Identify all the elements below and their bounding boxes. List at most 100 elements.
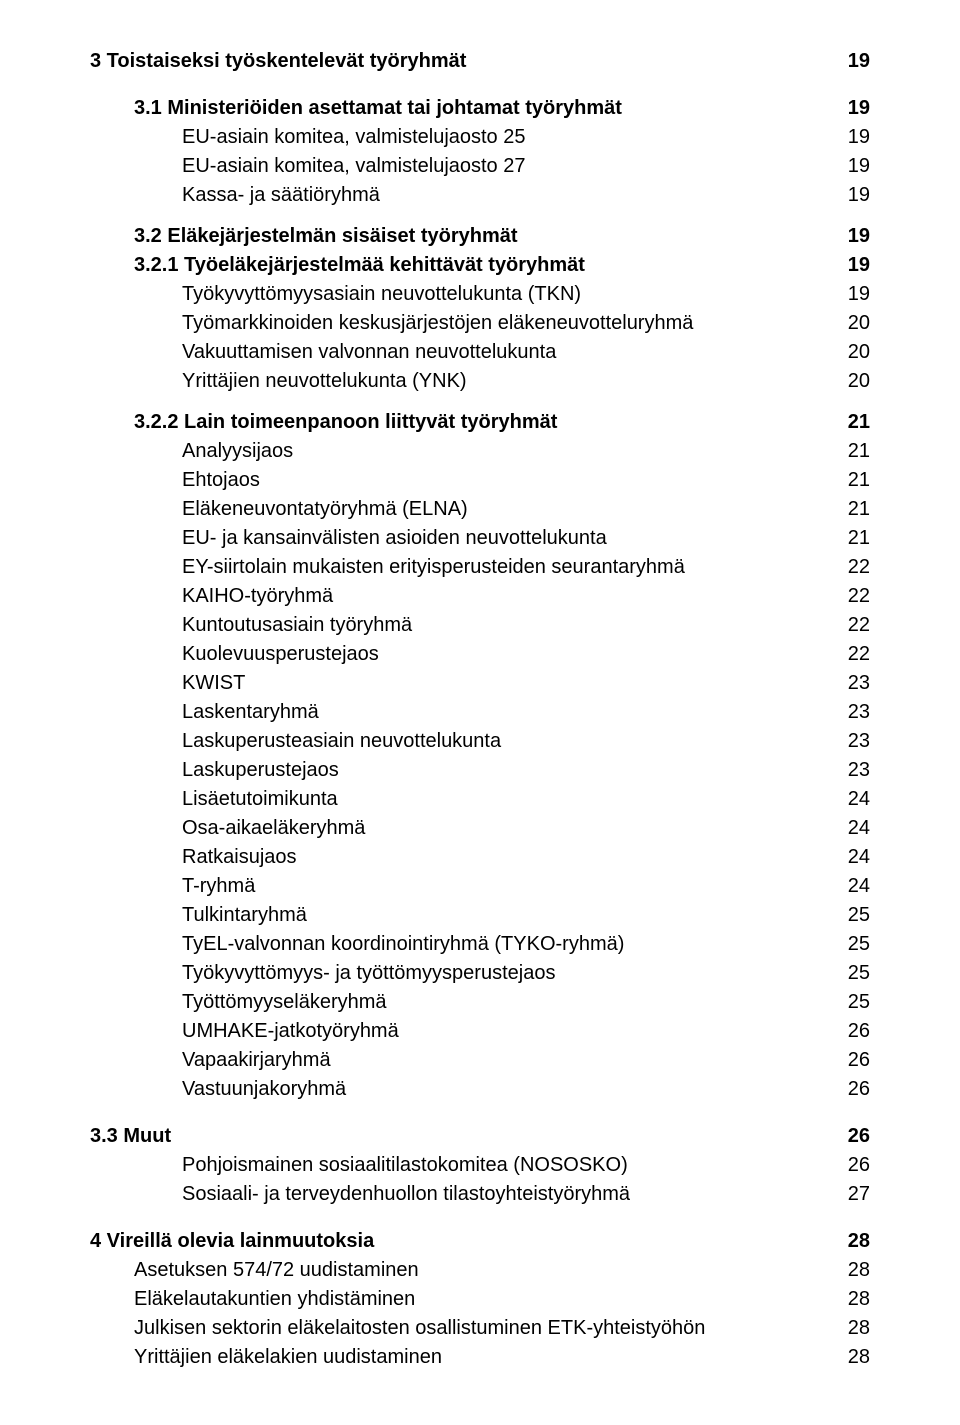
spacer — [90, 399, 870, 411]
toc-page-number: 28 — [848, 1230, 870, 1253]
toc-page-number: 19 — [848, 50, 870, 73]
toc-entry: Asetuksen 574/72 uudistaminen 28 — [134, 1259, 870, 1282]
toc-page-number: 20 — [848, 341, 870, 364]
toc-page-number: 19 — [848, 254, 870, 277]
toc-page-number: 22 — [848, 614, 870, 637]
toc-entry: Työkyvyttömyys- ja työttömyysperustejaos… — [182, 962, 870, 985]
toc-entry: Tulkintaryhmä 25 — [182, 904, 870, 927]
toc-page-number: 19 — [848, 225, 870, 248]
toc-page-number: 24 — [848, 817, 870, 840]
spacer — [90, 213, 870, 225]
toc-page-number: 24 — [848, 846, 870, 869]
toc-label: Ehtojaos — [182, 469, 260, 492]
toc-entry: 3.2.1 Työeläkejärjestelmää kehittävät ty… — [134, 254, 870, 277]
toc-entry: KWIST 23 — [182, 672, 870, 695]
toc-entry: T-ryhmä 24 — [182, 875, 870, 898]
toc-label: Pohjoismainen sosiaalitilastokomitea (NO… — [182, 1154, 628, 1177]
toc-entry: Osa-aikaeläkeryhmä 24 — [182, 817, 870, 840]
toc-label: Vastuunjakoryhmä — [182, 1078, 346, 1101]
toc-label: Asetuksen 574/72 uudistaminen — [134, 1259, 419, 1282]
toc-label: 3.3 Muut — [90, 1125, 171, 1148]
toc-entry: Kuntoutusasiain työryhmä22 — [182, 614, 870, 637]
toc-page-number: 19 — [848, 97, 870, 120]
toc-entry: 3.2.2 Lain toimeenpanoon liittyvät työry… — [134, 411, 870, 434]
toc-label: Tulkintaryhmä — [182, 904, 307, 927]
toc-label: 3.2.2 Lain toimeenpanoon liittyvät työry… — [134, 411, 557, 434]
toc-page-number: 19 — [848, 155, 870, 178]
toc-entry: Yrittäjien neuvottelukunta (YNK)20 — [182, 370, 870, 393]
toc-entry: EU- ja kansainvälisten asioiden neuvotte… — [182, 527, 870, 550]
spacer — [90, 1212, 870, 1230]
spacer — [90, 1107, 870, 1125]
toc-label: Julkisen sektorin eläkelaitosten osallis… — [134, 1317, 705, 1340]
toc-label: Kassa- ja säätiöryhmä — [182, 184, 380, 207]
toc-label: Työkyvyttömyysasiain neuvottelukunta (TK… — [182, 283, 581, 306]
toc-label: Työmarkkinoiden keskusjärjestöjen eläken… — [182, 312, 693, 335]
toc-entry: 4 Vireillä olevia lainmuutoksia28 — [90, 1230, 870, 1253]
toc-entry: 3 Toistaiseksi työskentelevät työryhmät 1… — [90, 50, 870, 73]
toc-label: UMHAKE-jatkotyöryhmä — [182, 1020, 399, 1043]
toc-page-number: 23 — [848, 672, 870, 695]
toc-label: KAIHO-työryhmä — [182, 585, 333, 608]
toc-label: Eläkelautakuntien yhdistäminen — [134, 1288, 415, 1311]
toc-page-number: 21 — [848, 411, 870, 434]
toc-page-number: 25 — [848, 962, 870, 985]
toc-label: Työkyvyttömyys- ja työttömyysperustejaos — [182, 962, 555, 985]
toc-entry: Vakuuttamisen valvonnan neuvottelukunta2… — [182, 341, 870, 364]
spacer — [90, 79, 870, 97]
toc-page-number: 28 — [848, 1346, 870, 1369]
toc-page-number: 26 — [848, 1078, 870, 1101]
toc-entry: EU-asiain komitea, valmistelujaosto 2519 — [182, 126, 870, 149]
toc-page-number: 19 — [848, 184, 870, 207]
toc-page-number: 24 — [848, 788, 870, 811]
toc-page-number: 25 — [848, 904, 870, 927]
toc-label: Lisäetutoimikunta — [182, 788, 338, 811]
toc-page-number: 21 — [848, 440, 870, 463]
toc-page-number: 25 — [848, 933, 870, 956]
toc-entry: Laskuperusteasiain neuvottelukunta23 — [182, 730, 870, 753]
toc-entry: 3.3 Muut 26 — [90, 1125, 870, 1148]
toc-page-number: 22 — [848, 585, 870, 608]
toc-label: EU-asiain komitea, valmistelujaosto 27 — [182, 155, 526, 178]
toc-label: Laskentaryhmä — [182, 701, 319, 724]
toc-page-number: 26 — [848, 1049, 870, 1072]
toc-entry: Eläkelautakuntien yhdistäminen28 — [134, 1288, 870, 1311]
toc-page-number: 27 — [848, 1183, 870, 1206]
table-of-contents: 3 Toistaiseksi työskentelevät työryhmät 1… — [90, 50, 870, 1369]
toc-label: Kuolevuusperustejaos — [182, 643, 379, 666]
toc-entry: Kassa- ja säätiöryhmä 19 — [182, 184, 870, 207]
toc-entry: Yrittäjien eläkelakien uudistaminen28 — [134, 1346, 870, 1369]
toc-entry: Vapaakirjaryhmä26 — [182, 1049, 870, 1072]
toc-entry: Työkyvyttömyysasiain neuvottelukunta (TK… — [182, 283, 870, 306]
toc-entry: EY-siirtolain mukaisten erityisperusteid… — [182, 556, 870, 579]
toc-page-number: 23 — [848, 701, 870, 724]
toc-entry: Vastuunjakoryhmä 26 — [182, 1078, 870, 1101]
toc-page-number: 26 — [848, 1020, 870, 1043]
toc-entry: 3.2 Eläkejärjestelmän sisäiset työryhmät… — [134, 225, 870, 248]
toc-page-number: 22 — [848, 556, 870, 579]
toc-entry: KAIHO-työryhmä 22 — [182, 585, 870, 608]
toc-label: T-ryhmä — [182, 875, 255, 898]
toc-page-number: 21 — [848, 469, 870, 492]
toc-entry: Pohjoismainen sosiaalitilastokomitea (NO… — [182, 1154, 870, 1177]
toc-entry: UMHAKE-jatkotyöryhmä 26 — [182, 1020, 870, 1043]
toc-page-number: 19 — [848, 126, 870, 149]
toc-label: 3.2 Eläkejärjestelmän sisäiset työryhmät — [134, 225, 518, 248]
toc-entry: EU-asiain komitea, valmistelujaosto 27 19 — [182, 155, 870, 178]
toc-label: 3 Toistaiseksi työskentelevät työryhmät — [90, 50, 466, 73]
toc-page-number: 26 — [848, 1125, 870, 1148]
toc-label: Osa-aikaeläkeryhmä — [182, 817, 365, 840]
toc-page-number: 23 — [848, 759, 870, 782]
toc-label: Eläkeneuvontatyöryhmä (ELNA) — [182, 498, 468, 521]
toc-entry: Julkisen sektorin eläkelaitosten osallis… — [134, 1317, 870, 1340]
toc-label: Analyysijaos — [182, 440, 293, 463]
toc-page-number: 22 — [848, 643, 870, 666]
toc-label: 3.1 Ministeriöiden asettamat tai johtama… — [134, 97, 622, 120]
toc-label: Laskuperusteasiain neuvottelukunta — [182, 730, 501, 753]
toc-page-number: 25 — [848, 991, 870, 1014]
toc-label: EY-siirtolain mukaisten erityisperusteid… — [182, 556, 685, 579]
toc-label: KWIST — [182, 672, 245, 695]
toc-page-number: 28 — [848, 1259, 870, 1282]
toc-entry: Työttömyyseläkeryhmä25 — [182, 991, 870, 1014]
toc-page-number: 24 — [848, 875, 870, 898]
